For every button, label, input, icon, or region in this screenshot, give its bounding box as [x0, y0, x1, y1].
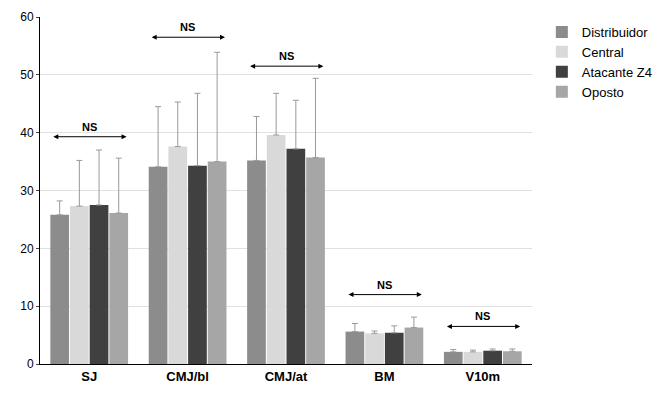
svg-text:30: 30: [20, 184, 34, 198]
svg-text:50: 50: [20, 68, 34, 82]
svg-text:NS: NS: [475, 310, 490, 322]
svg-text:NS: NS: [279, 50, 294, 62]
svg-text:BM: BM: [374, 369, 394, 384]
svg-text:NS: NS: [82, 121, 97, 133]
svg-text:0: 0: [27, 357, 34, 371]
svg-text:Atacante Z4: Atacante Z4: [582, 65, 652, 80]
svg-text:60: 60: [20, 10, 34, 24]
svg-text:20: 20: [20, 242, 34, 256]
svg-text:SJ: SJ: [81, 369, 97, 384]
svg-text:40: 40: [20, 126, 34, 140]
svg-text:NS: NS: [377, 279, 392, 291]
svg-text:Distribuidor: Distribuidor: [582, 25, 648, 40]
svg-text:V10m: V10m: [465, 369, 500, 384]
svg-text:CMJ/at: CMJ/at: [265, 369, 308, 384]
svg-text:CMJ/bl: CMJ/bl: [166, 369, 209, 384]
svg-text:Central: Central: [582, 45, 624, 60]
svg-text:NS: NS: [180, 21, 195, 33]
svg-text:Oposto: Oposto: [582, 85, 624, 100]
svg-text:10: 10: [20, 299, 34, 313]
